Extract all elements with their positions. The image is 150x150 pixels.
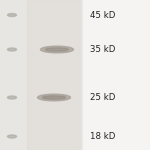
Text: 45 kD: 45 kD	[90, 11, 115, 20]
Ellipse shape	[8, 135, 16, 138]
Ellipse shape	[8, 96, 16, 99]
Ellipse shape	[45, 48, 69, 51]
Ellipse shape	[8, 14, 16, 16]
Text: 18 kD: 18 kD	[90, 132, 115, 141]
Ellipse shape	[40, 46, 74, 53]
FancyBboxPatch shape	[82, 0, 150, 150]
Text: 35 kD: 35 kD	[90, 45, 115, 54]
Text: 25 kD: 25 kD	[90, 93, 115, 102]
Ellipse shape	[38, 94, 70, 101]
Ellipse shape	[42, 96, 66, 99]
FancyBboxPatch shape	[0, 0, 82, 150]
Ellipse shape	[8, 48, 16, 51]
FancyBboxPatch shape	[27, 0, 80, 150]
